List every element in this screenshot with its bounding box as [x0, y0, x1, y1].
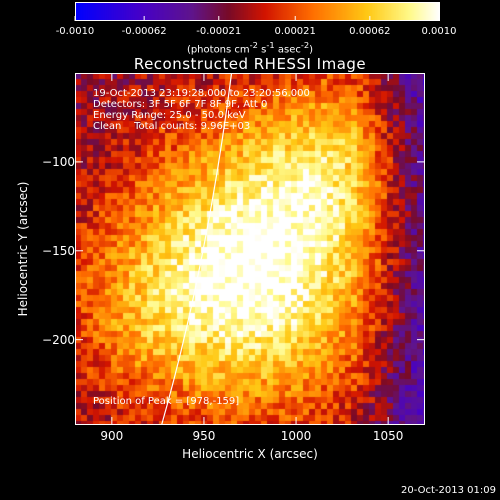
- annotation-time-range: 19-Oct-2013 23:19:28.000 to 23:20:56.000: [93, 88, 310, 99]
- annotation-energy: Energy Range: 25.0 - 50.0 keV: [93, 110, 246, 121]
- x-tick-label: 1050: [372, 429, 404, 443]
- plot-area: 19-Oct-2013 23:19:28.000 to 23:20:56.000…: [75, 73, 425, 425]
- colorbar-tick-label: 0.0010: [421, 26, 457, 37]
- chart-title: Reconstructed RHESSI Image: [133, 55, 367, 73]
- heatmap-image: [75, 73, 425, 425]
- y-tick-label: −100: [42, 154, 75, 169]
- y-tick-label: −200: [42, 332, 75, 347]
- colorbar-tick-label: -0.00021: [196, 26, 242, 37]
- x-tick-label: 950: [192, 429, 216, 443]
- solar-limb-line: [161, 73, 233, 425]
- colorbar-frame: [75, 2, 440, 21]
- y-tick-label: −150: [42, 243, 75, 258]
- colorbar-gradient: [75, 2, 440, 21]
- colorbar-tick-label: 0.00021: [274, 26, 316, 37]
- y-axis-label: Heliocentric Y (arcsec): [16, 181, 30, 317]
- colorbar-tick-label: -0.00062: [121, 26, 167, 37]
- footer-timestamp: 20-Oct-2013 01:09: [401, 485, 496, 496]
- annotation-peak: Position of Peak = [978,-159]: [93, 396, 240, 407]
- colorbar-axis: [74, 2, 440, 21]
- x-tick-label: 1000: [280, 429, 312, 443]
- x-axis-tick-labels: 900 950 1000 1050: [0, 430, 500, 444]
- annotation-clean: Clean Total counts: 9.96E+03: [93, 121, 251, 132]
- colorbar-units: (photons cm-2 s-1 asec-2): [186, 40, 314, 56]
- plot-overlay: [75, 73, 425, 425]
- y-axis-tick-labels: −100 −150 −200: [0, 0, 75, 500]
- colorbar-tick-labels: -0.0010 -0.00062 -0.00021 0.00021 0.00062 0.0…: [0, 27, 500, 39]
- colorbar-tick-label: 0.00062: [349, 26, 391, 37]
- plot-frame: [75, 73, 425, 425]
- x-tick-label: 900: [100, 429, 124, 443]
- colorbar-tick-label: -0.0010: [55, 26, 95, 37]
- annotation-detectors: Detectors: 3F 5F 6F 7F 8F 9F, Att 0: [93, 99, 268, 110]
- x-axis-label: Heliocentric X (arcsec): [182, 447, 318, 461]
- colorbar: [74, 2, 440, 21]
